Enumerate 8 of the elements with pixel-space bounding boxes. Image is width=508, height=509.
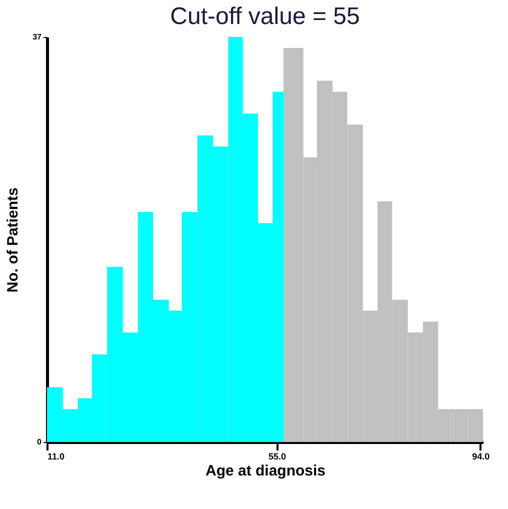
y-axis-title: No. of Patients — [4, 187, 22, 293]
chart-title: Cut-off value = 55 — [170, 3, 360, 30]
y-tick-label: 0 — [37, 438, 42, 446]
x-tick-label: 94.0 — [472, 452, 490, 462]
x-tick-label: 55.0 — [268, 452, 286, 462]
x-axis-title: Age at diagnosis — [205, 462, 326, 480]
y-tick-label: 37 — [32, 32, 42, 42]
x-tick-label: 11.0 — [48, 452, 65, 462]
